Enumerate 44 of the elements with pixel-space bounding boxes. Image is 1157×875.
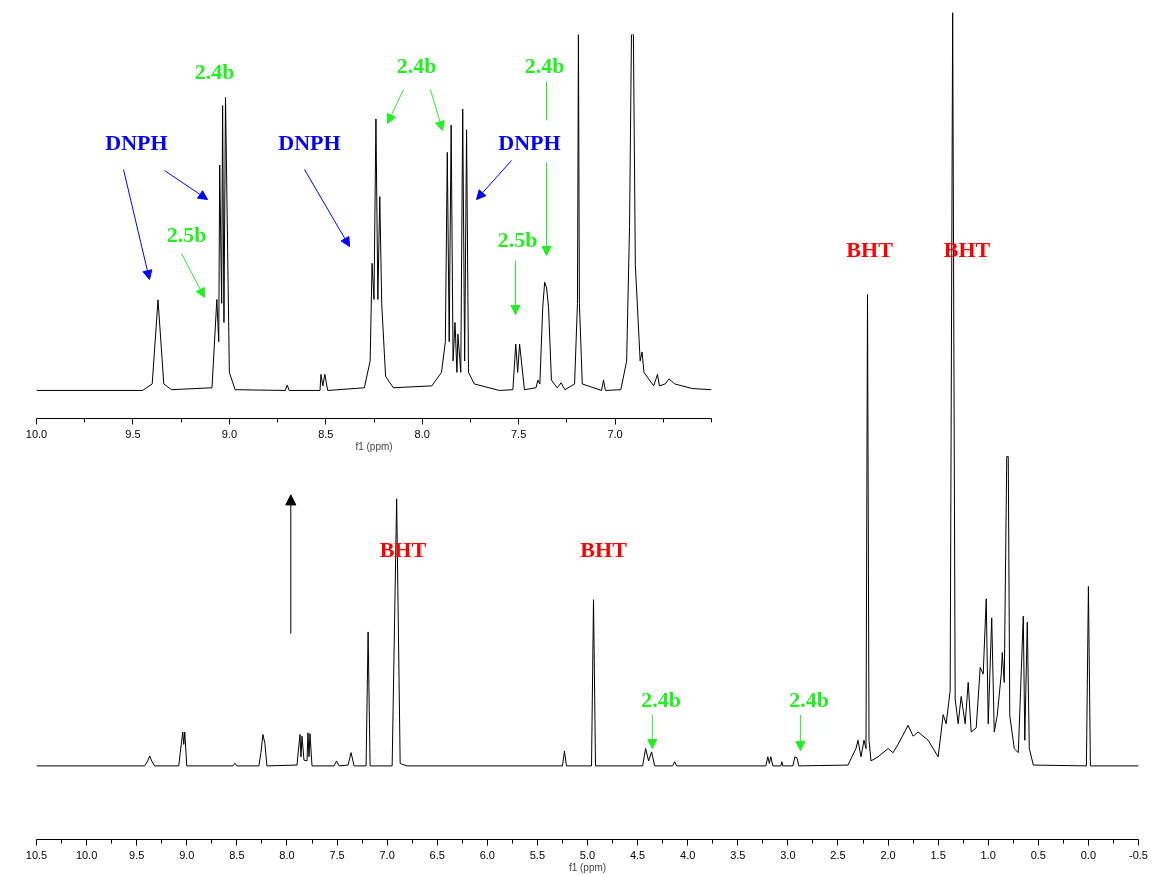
annotation: 2.4b bbox=[524, 53, 565, 78]
x-tick-label: -0.5 bbox=[1129, 848, 1148, 861]
x-tick-label: 2.0 bbox=[880, 848, 896, 861]
x-tick-label: 9.5 bbox=[129, 848, 145, 861]
annotation: 2.4b bbox=[396, 53, 437, 78]
x-tick-label: 5.0 bbox=[579, 848, 596, 861]
x-tick-label: 10.5 bbox=[25, 848, 48, 861]
x-tick-label: 8.0 bbox=[414, 427, 430, 440]
annotation: 2.4b bbox=[194, 59, 235, 84]
x-tick-label: 6.0 bbox=[479, 848, 495, 861]
annotation: DNPH bbox=[498, 130, 561, 155]
x-tick-label: 1.5 bbox=[930, 848, 946, 861]
x-tick-label: 9.0 bbox=[221, 427, 238, 440]
x-tick-label: 5.5 bbox=[529, 848, 546, 861]
annotation: 2.4b bbox=[641, 687, 681, 713]
x-tick-label: 3.0 bbox=[780, 848, 796, 861]
annotation: 2.5b bbox=[497, 227, 538, 252]
x-tick-label: 9.5 bbox=[125, 427, 141, 440]
x-tick-label: 2.5 bbox=[830, 848, 846, 861]
x-tick-label: 9.0 bbox=[179, 848, 195, 861]
x-axis-title: f1 (ppm) bbox=[355, 440, 393, 452]
x-tick-label: 7.5 bbox=[511, 427, 527, 440]
x-tick-label: 0.0 bbox=[1080, 848, 1097, 861]
annotation: BHT bbox=[846, 236, 894, 262]
x-tick-label: 10.0 bbox=[75, 848, 98, 861]
x-tick-label: 4.5 bbox=[629, 848, 646, 861]
x-tick-label: 10.0 bbox=[25, 427, 48, 440]
x-tick-label: 4.0 bbox=[680, 848, 696, 861]
annotation: 2.4b bbox=[789, 687, 830, 713]
x-tick-label: 7.0 bbox=[607, 427, 623, 440]
x-tick-label: 1.0 bbox=[980, 848, 996, 861]
x-tick-label: 8.0 bbox=[279, 848, 295, 861]
x-tick-label: 8.5 bbox=[229, 848, 245, 861]
annotation: BHT bbox=[580, 537, 628, 563]
x-tick-label: 3.5 bbox=[730, 848, 746, 861]
annotation: DNPH bbox=[278, 130, 341, 155]
x-axis-title: f1 (ppm) bbox=[568, 861, 607, 873]
annotation: 2.5b bbox=[166, 222, 207, 247]
x-tick-label: 7.5 bbox=[329, 848, 345, 861]
annotation: DNPH bbox=[105, 130, 168, 155]
x-tick-label: 6.5 bbox=[429, 848, 445, 861]
x-tick-label: 8.5 bbox=[318, 427, 334, 440]
x-tick-label: 0.5 bbox=[1030, 848, 1046, 861]
x-tick-label: 7.0 bbox=[379, 848, 395, 861]
